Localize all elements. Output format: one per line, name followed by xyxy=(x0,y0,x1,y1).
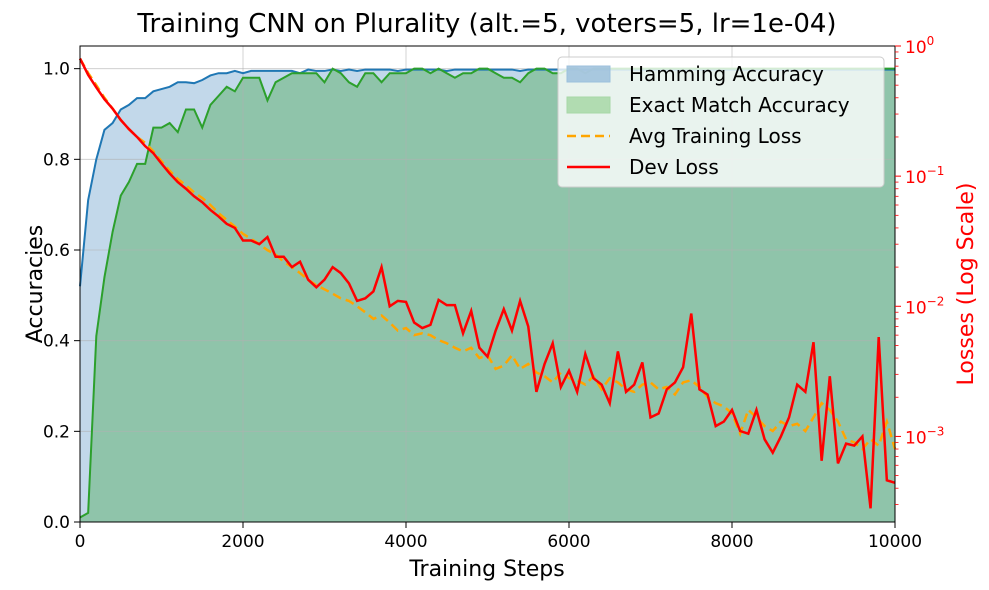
y-tick-label: 0.0 xyxy=(43,513,70,533)
x-axis-label: Training Steps xyxy=(408,557,564,582)
x-tick-label: 4000 xyxy=(384,532,427,552)
legend-swatch xyxy=(566,65,611,83)
x-tick-label: 2000 xyxy=(221,532,264,552)
y-right-axis-label: Losses (Log Scale) xyxy=(954,183,979,386)
plot-frame xyxy=(79,45,896,523)
y-right-tick-label: 10−1 xyxy=(905,164,944,188)
legend: Hamming Accuracy Exact Match Accuracy Avg … xyxy=(557,56,885,188)
dev-loss-line xyxy=(78,58,896,509)
y-axis-label: Accuracies xyxy=(23,225,48,344)
legend-label: Exact Match Accuracy xyxy=(629,93,850,117)
x-tick-label: 6000 xyxy=(547,532,590,552)
y-tick-label: 0.4 xyxy=(43,332,70,352)
x-tick-label: 0 xyxy=(75,532,86,552)
legend-label: Dev Loss xyxy=(629,155,719,179)
y-right-tick-label: 10−3 xyxy=(905,424,944,448)
x-tick-label: 10000 xyxy=(868,532,922,552)
legend-label: Hamming Accuracy xyxy=(629,62,824,86)
legend-swatch xyxy=(566,96,611,114)
axes-layer: 0 2000 4000 6000 8000 10000 0.0 0.2 0.4 0.6 0.8 1.0… xyxy=(43,34,944,552)
y-tick-label: 0.2 xyxy=(43,422,70,442)
y-right-tick-label: 100 xyxy=(905,34,934,58)
legend-label: Avg Training Loss xyxy=(629,124,802,148)
chart-title: Training CNN on Plurality (alt.=5, voter… xyxy=(136,9,836,39)
y-tick-label: 0.6 xyxy=(43,241,70,261)
legend-box xyxy=(557,56,885,188)
y-tick-label: 1.0 xyxy=(43,60,70,80)
x-tick-label: 8000 xyxy=(710,532,753,552)
y-right-tick-label: 10−2 xyxy=(905,294,944,318)
y-tick-label: 0.8 xyxy=(43,150,70,170)
